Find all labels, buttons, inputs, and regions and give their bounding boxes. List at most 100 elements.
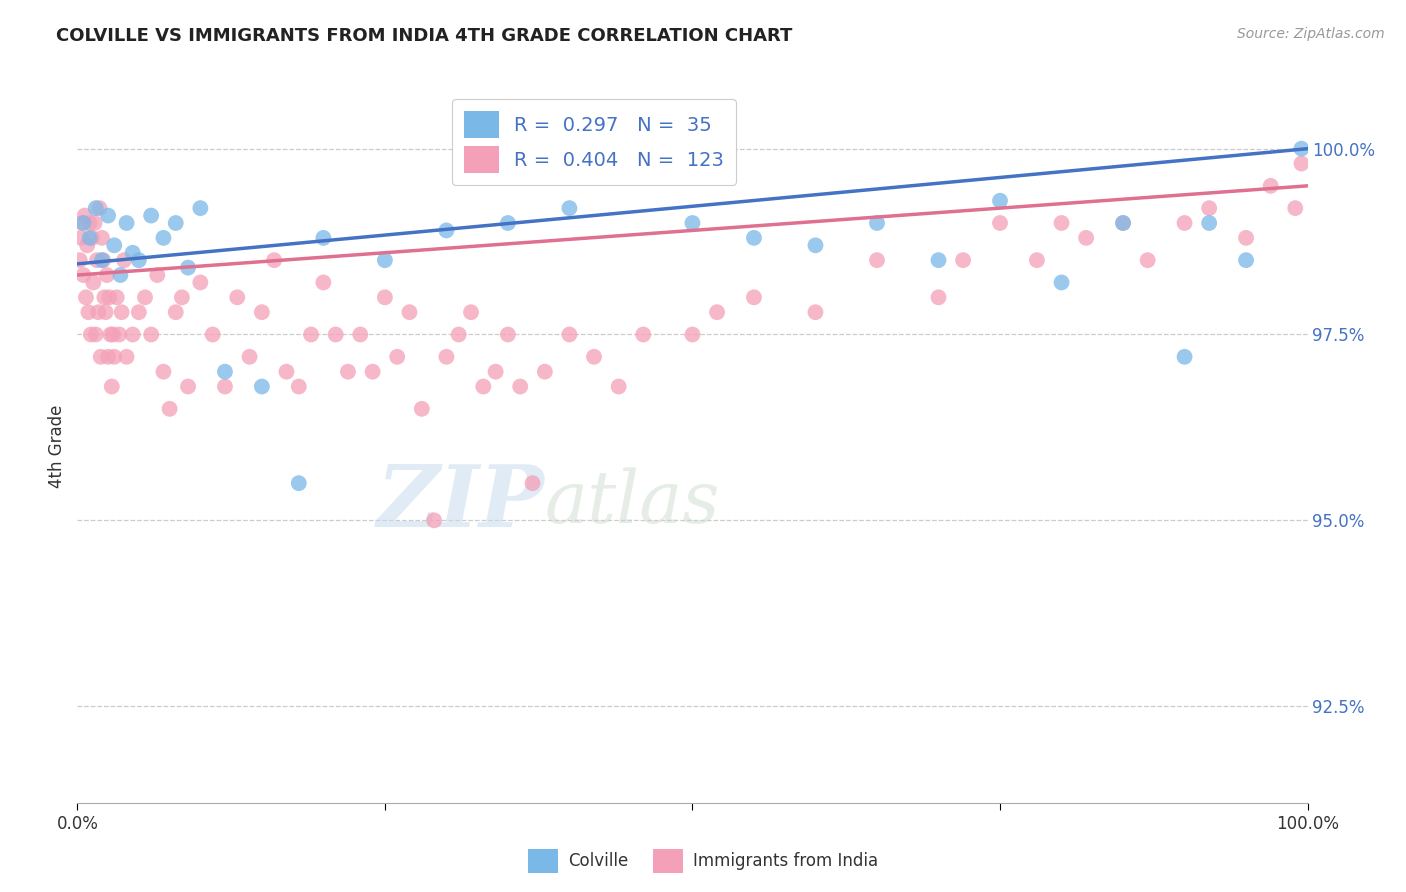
Point: [115, 350, 138, 364]
Point: [93, 290, 115, 304]
Point: [988, 216, 1011, 230]
Point: [70, 231, 93, 245]
Point: [96, 268, 118, 282]
Point: [374, 290, 396, 304]
Point: [1112, 216, 1135, 230]
Point: [928, 290, 950, 304]
Point: [201, 327, 224, 342]
Point: [742, 290, 765, 304]
Point: [110, 268, 132, 282]
Point: [706, 305, 728, 319]
Point: [411, 401, 433, 416]
Point: [152, 365, 174, 379]
Point: [276, 365, 298, 379]
Point: [460, 305, 482, 319]
Point: [1050, 216, 1073, 230]
Point: [134, 290, 156, 304]
Point: [1198, 201, 1220, 215]
Point: [69, 253, 91, 268]
Point: [112, 253, 135, 268]
Point: [100, 327, 122, 342]
Point: [177, 260, 200, 275]
Point: [80, 327, 103, 342]
Point: [94, 305, 117, 319]
Point: [288, 476, 311, 491]
Point: [121, 327, 143, 342]
Point: [105, 290, 128, 304]
Point: [87, 305, 110, 319]
Point: [288, 379, 311, 393]
Point: [558, 327, 581, 342]
Point: [86, 253, 108, 268]
Point: [250, 379, 273, 393]
Point: [90, 350, 112, 364]
Point: [436, 350, 458, 364]
Point: [121, 245, 143, 260]
Point: [607, 379, 630, 393]
Text: COLVILLE VS IMMIGRANTS FROM INDIA 4TH GRADE CORRELATION CHART: COLVILLE VS IMMIGRANTS FROM INDIA 4TH GR…: [56, 27, 793, 45]
Point: [190, 276, 212, 290]
Point: [804, 238, 827, 252]
Point: [522, 476, 544, 491]
Text: atlas: atlas: [546, 467, 720, 539]
Point: [128, 305, 150, 319]
Point: [250, 305, 273, 319]
Point: [97, 209, 120, 223]
Point: [177, 379, 200, 393]
Point: [1198, 216, 1220, 230]
Point: [928, 253, 950, 268]
Point: [128, 253, 150, 268]
Point: [496, 216, 519, 230]
Text: ZIP: ZIP: [377, 461, 546, 545]
Point: [633, 327, 655, 342]
Point: [141, 327, 163, 342]
Point: [1136, 253, 1159, 268]
Point: [1112, 216, 1135, 230]
Point: [73, 209, 96, 223]
Point: [101, 379, 124, 393]
Point: [1291, 156, 1313, 170]
Point: [226, 290, 249, 304]
Point: [115, 216, 138, 230]
Point: [239, 350, 262, 364]
Point: [866, 216, 889, 230]
Point: [374, 253, 396, 268]
Point: [436, 223, 458, 237]
Legend: Colville, Immigrants from India: Colville, Immigrants from India: [522, 842, 884, 880]
Point: [1076, 231, 1098, 245]
Point: [1026, 253, 1049, 268]
Point: [76, 238, 98, 252]
Point: [682, 216, 704, 230]
Point: [111, 305, 134, 319]
Point: [82, 231, 104, 245]
Text: Source: ZipAtlas.com: Source: ZipAtlas.com: [1237, 27, 1385, 41]
Point: [98, 290, 121, 304]
Point: [472, 379, 495, 393]
Point: [214, 365, 236, 379]
Point: [583, 350, 606, 364]
Point: [90, 231, 114, 245]
Point: [1234, 231, 1257, 245]
Point: [299, 327, 322, 342]
Point: [1284, 201, 1306, 215]
Point: [152, 231, 174, 245]
Point: [349, 327, 371, 342]
Point: [312, 231, 335, 245]
Point: [91, 253, 114, 268]
Point: [170, 290, 193, 304]
Point: [682, 327, 704, 342]
Point: [398, 305, 420, 319]
Point: [423, 513, 446, 527]
Point: [103, 350, 125, 364]
Point: [485, 365, 508, 379]
Point: [1050, 276, 1073, 290]
Point: [89, 201, 111, 215]
Point: [79, 231, 101, 245]
Point: [509, 379, 531, 393]
Point: [79, 216, 101, 230]
Point: [988, 194, 1011, 208]
Point: [1260, 178, 1282, 193]
Point: [496, 327, 519, 342]
Point: [84, 327, 107, 342]
Point: [1174, 216, 1197, 230]
